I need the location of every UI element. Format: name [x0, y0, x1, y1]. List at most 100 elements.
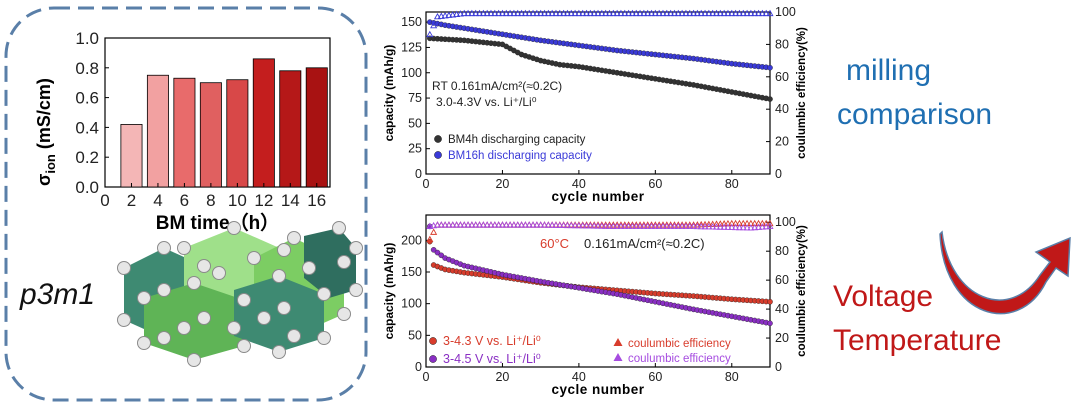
data-point: [533, 221, 541, 228]
data-point: [709, 9, 717, 17]
data-point: [514, 9, 522, 17]
data-point: [430, 21, 438, 29]
plot-frame: [425, 11, 771, 175]
y-left-tick-label: 150: [401, 265, 422, 279]
data-point: [724, 223, 732, 230]
x-tick-label: 0: [423, 177, 430, 191]
data-point: [502, 9, 510, 17]
data-point: [433, 12, 442, 20]
atom-sphere: [212, 266, 226, 280]
data-point: [663, 222, 671, 230]
y-left-axis-label: capacity (mAh/g): [382, 243, 396, 340]
data-point: [647, 221, 656, 228]
data-point: [766, 9, 774, 17]
atom-sphere: [157, 241, 171, 255]
y-left-tick-label: 100: [401, 66, 422, 80]
data-point: [544, 221, 552, 228]
data-point: [697, 220, 705, 228]
data-point: [506, 221, 514, 228]
data-point: [743, 224, 751, 231]
data-point: [445, 221, 453, 228]
atom-sphere: [272, 345, 286, 359]
data-point: [598, 9, 606, 17]
series-markers: [427, 35, 773, 102]
data-point: [670, 222, 679, 230]
data-point: [460, 9, 468, 17]
data-point: [712, 223, 721, 230]
data-point: [506, 9, 514, 17]
data-point: [758, 223, 766, 230]
data-point: [693, 9, 701, 17]
x-tick-label: 20: [495, 370, 509, 384]
data-point: [453, 221, 461, 228]
atom-sphere: [227, 221, 241, 235]
atom-sphere: [337, 307, 351, 321]
y-right-tick-label: 100: [775, 215, 796, 229]
data-point: [567, 221, 575, 229]
data-point: [468, 221, 476, 228]
data-point: [438, 252, 445, 259]
data-point: [479, 9, 487, 17]
atom-sphere: [317, 287, 331, 301]
bar: [146, 74, 169, 188]
y-tick-label: 0.0: [75, 178, 99, 197]
data-point: [613, 222, 621, 230]
y-tick-label: 0.4: [75, 118, 99, 137]
data-point: [560, 9, 568, 17]
data-point: [590, 222, 598, 229]
data-point: [456, 10, 464, 17]
y-right-tick-label: 40: [775, 102, 789, 116]
y-tick-label: 0.2: [75, 148, 99, 167]
atom-sphere: [177, 241, 191, 255]
data-point: [468, 9, 476, 17]
data-point: [636, 221, 644, 228]
legend-label: 3-4.3 V vs. Li⁺/Li⁰: [443, 334, 541, 348]
data-point: [579, 9, 587, 17]
data-point: [433, 221, 442, 228]
atom-sphere: [187, 276, 201, 290]
data-point: [441, 221, 449, 228]
data-point: [609, 9, 617, 17]
milling-comparison-chart: 0 20 40 60 80 0 25 50 75 100 125 150 0 20 40 60 80 100 cyc…: [382, 5, 808, 204]
y-left-tick-label: 125: [401, 40, 422, 54]
data-point: [563, 9, 571, 17]
voltage-temperature-chart: 0 20 40 60 80 0 50 100 150 200 0 20 40 60 80 100 cycle n…: [382, 214, 808, 397]
bar: [252, 58, 275, 188]
x-tick-label: 60: [648, 370, 662, 384]
data-point: [590, 221, 598, 228]
data-point: [720, 220, 728, 227]
data-point: [487, 9, 495, 17]
x-tick-label: 10: [228, 191, 247, 210]
data-point: [732, 223, 740, 231]
data-point: [605, 222, 614, 229]
data-point: [495, 221, 503, 228]
data-point: [678, 222, 686, 230]
data-point: [689, 222, 698, 230]
octahedron-shape: [304, 228, 356, 298]
data-point: [498, 221, 507, 228]
y-left-tick-label: 75: [408, 91, 422, 105]
data-point: [449, 11, 457, 18]
bar: [120, 124, 143, 188]
data-point: [724, 9, 732, 17]
data-point: [560, 221, 568, 229]
data-point: [697, 222, 705, 230]
data-point: [667, 9, 675, 17]
data-point: [483, 221, 491, 228]
data-point: [659, 9, 667, 17]
data-point: [567, 9, 575, 17]
curved-arrow-icon: [939, 230, 1071, 315]
data-point: [689, 221, 698, 228]
x-tick-label: 0: [100, 191, 109, 210]
data-point: [716, 9, 724, 17]
data-point: [728, 219, 736, 227]
data-point: [766, 222, 774, 230]
data-point: [659, 222, 667, 230]
y-left-tick-label: 200: [401, 233, 422, 247]
data-point: [686, 9, 694, 17]
data-point: [767, 64, 773, 71]
data-point: [716, 223, 724, 230]
data-point: [628, 9, 636, 17]
x-tick-label: 80: [725, 177, 739, 191]
